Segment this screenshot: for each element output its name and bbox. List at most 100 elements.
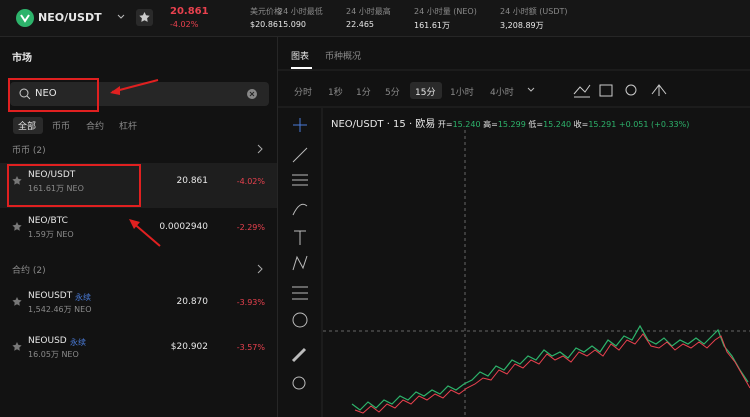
arrow-head: [110, 86, 120, 95]
interval[interactable]: 1分: [356, 88, 371, 98]
search-box[interactable]: [10, 82, 269, 106]
interval[interactable]: 1秒: [328, 88, 343, 98]
compare-icon[interactable]: [651, 84, 667, 96]
active-interval-bg: [410, 82, 442, 99]
selected-row: [0, 163, 277, 208]
last-price: 20.861: [170, 6, 209, 17]
interval[interactable]: 5分: [385, 88, 400, 98]
divider: [277, 37, 278, 417]
clear-icon: [249, 91, 255, 97]
filter-tab[interactable]: 币币: [52, 122, 71, 132]
row-pair[interactable]: NEOUSD: [28, 336, 67, 346]
dropdown-icon[interactable]: [117, 14, 125, 19]
row-pair[interactable]: NEO/USDT: [28, 170, 76, 180]
ruler-tool[interactable]: [291, 347, 307, 363]
arrow: [131, 221, 161, 247]
legend-label: 开=: [437, 120, 453, 129]
line-tool[interactable]: [292, 147, 308, 163]
star-icon: [139, 12, 150, 22]
row-change: -3.93%: [236, 298, 265, 307]
row-change: -4.02%: [236, 177, 265, 186]
search-input[interactable]: NEO: [35, 88, 57, 99]
legend-change: +0.051 (+0.33%): [618, 120, 690, 129]
legend-title: NEO/USDT · 15 · 欧易: [331, 119, 436, 130]
stat-label: 24 小时最低: [278, 7, 323, 16]
row-tag: 永续: [75, 293, 91, 302]
price-trace: [354, 333, 750, 414]
price-trace: [351, 324, 749, 411]
row-stars: [12, 176, 22, 351]
row-change: -2.29%: [236, 223, 265, 232]
legend-value: 15.240: [452, 120, 481, 129]
row-price: $20.902: [170, 342, 208, 352]
zoom-tool[interactable]: [292, 376, 306, 390]
brush-tool[interactable]: [292, 203, 308, 216]
row-pair[interactable]: NEO/BTC: [28, 216, 68, 226]
chart-tools: [573, 84, 667, 98]
row-volume: 16.05万 NEO: [28, 350, 79, 359]
price-change: -4.02%: [170, 20, 199, 29]
filter-tab[interactable]: 合约: [86, 122, 105, 132]
stat-label: 美元价格: [250, 7, 282, 16]
pair-title: NEO/USDT: [38, 11, 102, 24]
legend-value: 15.299: [497, 120, 526, 129]
row-price: 20.870: [176, 297, 209, 307]
stat-label: 24 小时量 (NEO): [414, 7, 477, 16]
text-tool[interactable]: [294, 230, 306, 245]
panel-title: 市场: [12, 53, 32, 64]
emoji-tool[interactable]: [292, 312, 308, 328]
chart-tab[interactable]: 图表: [291, 52, 310, 62]
legend-label: 收=: [573, 120, 589, 129]
search-icon: [26, 95, 31, 100]
section-title: 合约 (2): [12, 266, 46, 276]
legend-value: 15.240: [543, 120, 572, 129]
settings-icon[interactable]: [625, 84, 637, 96]
row-volume: 1.59万 NEO: [28, 230, 74, 239]
row-change: -3.57%: [236, 343, 265, 352]
stat-label: 24 小时最高: [346, 7, 391, 16]
stat-label: 24 小时额 (USDT): [500, 7, 568, 16]
search-icon: [19, 88, 29, 98]
interval[interactable]: 分时: [294, 88, 313, 98]
stat-value: 161.61万: [414, 21, 450, 30]
row-tag: 永续: [70, 338, 86, 347]
coin-logo: [16, 9, 34, 27]
layout-icon[interactable]: [599, 84, 613, 97]
highlight-box: [7, 164, 141, 207]
indicator-icon[interactable]: [573, 84, 591, 98]
arrow-head: [129, 219, 140, 229]
row-price: 0.0002940: [159, 222, 208, 232]
interval[interactable]: 15分: [415, 88, 436, 98]
legend-label: 高=: [483, 120, 498, 129]
chart-tab[interactable]: 币种概况: [325, 52, 362, 62]
expand-icon[interactable]: [257, 264, 263, 274]
filter-tab[interactable]: 杠杆: [119, 122, 138, 132]
row-volume: 1,542.46万 NEO: [28, 305, 92, 314]
row-pair[interactable]: NEOUSDT: [28, 291, 73, 301]
crosshair-tool[interactable]: [293, 118, 307, 132]
active-tab-bg: [13, 117, 43, 134]
row-price: 20.861: [176, 176, 209, 186]
stat-value: $20.86: [250, 20, 278, 29]
interval[interactable]: 4小时: [490, 88, 514, 98]
interval[interactable]: 1小时: [450, 88, 474, 98]
top-bar: [0, 0, 750, 37]
legend-label: 低=: [528, 120, 544, 129]
filter-tab[interactable]: 全部: [18, 122, 37, 132]
highlight-box: [8, 78, 99, 112]
channel-tool[interactable]: [292, 174, 308, 186]
more-intervals[interactable]: [527, 87, 535, 92]
row-volume: 161.61万 NEO: [28, 184, 84, 193]
section-title: 币币 (2): [12, 146, 46, 156]
chart-legend: NEO/USDT · 15 · 欧易 开=15.240 高=15.299 低=1…: [331, 115, 689, 130]
stat-value: 3,208.89万: [500, 21, 544, 30]
pattern-tool[interactable]: [292, 255, 308, 271]
expand-icon[interactable]: [257, 144, 263, 154]
stat-value: 22.465: [346, 20, 374, 29]
drawing-tools: [291, 118, 308, 390]
stat-value: 15.090: [278, 20, 306, 29]
legend-value: 15.291: [588, 120, 617, 129]
fib-tool[interactable]: [292, 286, 308, 300]
